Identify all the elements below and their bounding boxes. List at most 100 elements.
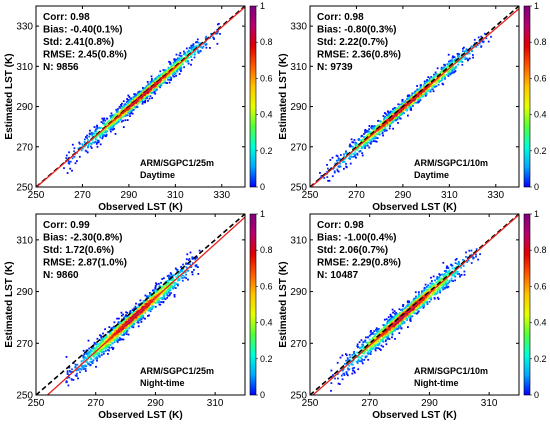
stats-line: Corr: 0.98 <box>317 12 364 23</box>
density-point <box>345 152 347 154</box>
density-point <box>428 77 431 80</box>
density-point <box>164 76 166 78</box>
period-label: Daytime <box>140 170 175 180</box>
density-point <box>213 38 215 40</box>
density-point <box>131 320 133 322</box>
density-point <box>446 279 449 282</box>
density-point <box>434 290 437 293</box>
density-point <box>370 138 373 141</box>
density-point <box>103 117 106 120</box>
density-point <box>387 334 390 337</box>
density-point <box>194 53 196 56</box>
density-point <box>362 351 365 354</box>
density-point <box>101 346 104 349</box>
density-point <box>433 73 435 76</box>
density-point <box>196 38 199 41</box>
density-point <box>153 91 156 94</box>
density-point <box>434 293 436 296</box>
density-point <box>99 342 101 344</box>
density-point <box>158 285 161 288</box>
colorbar-tick-label: 1 <box>534 1 539 11</box>
period-label: Daytime <box>414 170 449 180</box>
density-point <box>453 56 456 59</box>
density-point <box>190 266 193 268</box>
density-point <box>388 127 391 130</box>
density-point <box>409 320 412 322</box>
density-point <box>428 300 431 303</box>
density-point <box>476 44 479 47</box>
density-point <box>191 46 194 49</box>
density-point <box>144 97 147 100</box>
density-point <box>467 259 470 262</box>
density-point <box>445 73 448 76</box>
density-point <box>113 329 116 331</box>
density-point <box>427 86 430 89</box>
density-point <box>144 100 147 102</box>
density-point <box>162 69 165 71</box>
density-point <box>82 354 84 357</box>
density-point <box>385 129 388 132</box>
density-point <box>65 356 68 358</box>
density-point <box>134 318 137 321</box>
density-point <box>427 284 430 287</box>
density-point <box>104 129 107 131</box>
density-point <box>96 352 99 354</box>
density-point <box>187 62 190 65</box>
density-point <box>153 299 156 302</box>
density-point <box>105 135 107 138</box>
density-point <box>190 45 193 48</box>
density-point <box>104 347 106 349</box>
density-point <box>82 356 85 358</box>
density-point <box>88 135 91 138</box>
density-point <box>385 117 387 119</box>
density-point <box>343 153 345 156</box>
density-point <box>135 97 138 100</box>
density-point <box>125 104 128 106</box>
density-point <box>134 103 137 106</box>
density-point <box>92 348 95 351</box>
density-point <box>144 312 147 314</box>
density-point <box>110 327 113 330</box>
density-point <box>100 132 102 134</box>
density-point <box>124 329 127 332</box>
density-point <box>149 298 151 301</box>
density-point <box>136 102 139 105</box>
density-point <box>153 293 156 296</box>
density-point <box>128 96 131 98</box>
density-point <box>107 340 110 343</box>
density-point <box>159 70 162 73</box>
density-point <box>130 314 133 317</box>
density-point <box>106 121 109 124</box>
density-point <box>448 269 451 272</box>
density-point <box>182 277 184 279</box>
density-point <box>446 266 448 269</box>
density-point <box>110 126 112 129</box>
density-point <box>117 118 120 120</box>
density-point <box>189 251 192 254</box>
density-point <box>150 75 153 78</box>
stats-line: RMSE: 2.87(1.0%) <box>43 258 127 269</box>
density-point <box>169 76 172 79</box>
density-point <box>470 262 473 264</box>
colorbar-tick-label: 0 <box>260 390 265 400</box>
density-point <box>429 282 432 285</box>
density-point <box>123 105 125 108</box>
colorbar-tick-label: 0.4 <box>534 110 547 120</box>
density-point <box>145 303 148 305</box>
density-point <box>399 316 401 319</box>
density-point <box>147 91 150 93</box>
density-point <box>427 80 430 82</box>
y-tick-label: 270 <box>16 339 33 350</box>
density-point <box>419 84 422 86</box>
density-point <box>459 59 462 61</box>
density-point <box>358 138 360 140</box>
density-point <box>85 352 88 355</box>
density-point <box>185 47 188 50</box>
density-point <box>83 365 85 367</box>
density-point <box>398 116 401 119</box>
density-point <box>194 50 197 53</box>
density-point <box>164 289 166 292</box>
stats-line: Bias: -0.80(0.3%) <box>317 25 396 36</box>
density-point <box>97 133 100 136</box>
density-point <box>191 48 193 51</box>
